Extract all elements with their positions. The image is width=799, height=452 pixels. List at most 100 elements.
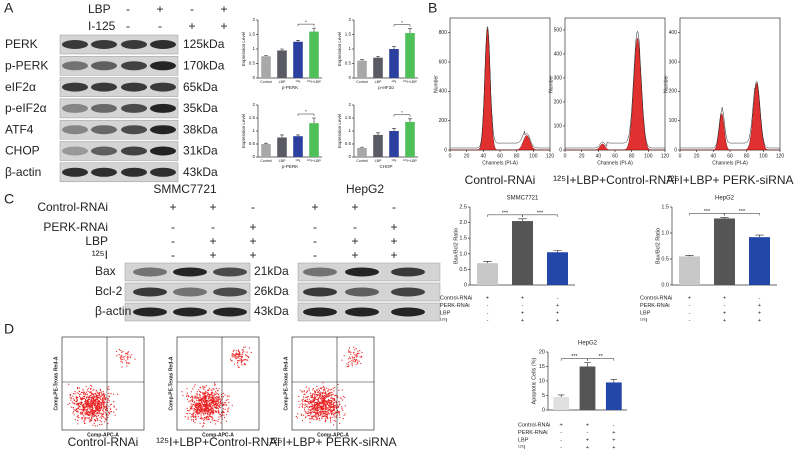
event-dot [209,415,211,417]
event-dot [319,392,321,394]
event-dot [213,420,215,422]
error-bar [296,40,300,42]
y-tick-label: 0 [348,75,351,80]
event-dot [82,390,84,392]
histogram-outline [680,80,780,149]
event-dot [82,405,84,407]
event-dot [186,398,188,400]
event-dot [186,407,188,409]
event-dot [240,361,242,363]
y-tick-label: 600 [439,59,448,65]
event-dot [80,413,82,415]
event-dot [188,410,190,412]
significance-label: * [305,109,307,114]
chart-title: HepG2 [715,196,735,202]
event-dot [311,401,313,403]
event-dot [207,410,209,412]
event-dot [304,400,306,402]
event-dot [323,398,325,400]
event-dot [243,359,245,361]
event-dot [193,405,195,407]
event-dot [315,418,317,420]
event-dot [95,414,97,416]
event-dot [238,352,240,354]
event-dot [211,400,213,402]
event-dot [306,391,308,393]
event-dot [83,393,85,395]
event-dot [319,397,321,399]
event-dot [197,397,199,400]
event-dot [187,395,190,397]
event-dot [98,407,100,409]
event-dot [324,404,326,406]
event-dot [240,356,243,358]
event-dot [341,399,344,401]
event-dot [213,404,215,406]
event-dot [203,416,206,419]
event-dot [327,418,329,420]
event-dot [84,412,86,414]
table-label: LBP [518,437,529,443]
event-dot [203,388,205,391]
event-dot [314,397,316,399]
event-dot [314,402,316,404]
event-dot [326,403,328,405]
event-dot [303,393,305,396]
event-dot [205,391,207,393]
event-dot [238,354,240,356]
event-dot [348,347,351,349]
event-dot [100,404,102,406]
event-dot [83,392,85,394]
treatment-sign: - [171,220,175,234]
event-dot [318,411,320,413]
event-dot [82,403,84,406]
event-dot [211,413,213,415]
event-dot [300,413,302,415]
event-dot [214,391,217,393]
event-dot [108,411,110,413]
table-sign: + [586,437,589,443]
error-bar [280,134,284,138]
event-dot [76,392,78,394]
blot-band [345,267,379,277]
event-dot [330,407,332,409]
event-dot [302,400,304,402]
event-dot [333,410,335,412]
error-bar [376,55,380,58]
event-dot [192,403,195,405]
event-dot [312,407,314,409]
y-tick-label: 300 [554,75,563,81]
event-dot [204,405,207,407]
bar [373,57,383,78]
event-dot [335,400,337,402]
event-dot [356,362,359,364]
event-dot [131,354,133,356]
event-dot [308,414,310,417]
x-tick-label: 120 [776,153,785,159]
event-dot [211,399,213,401]
bar [477,263,498,285]
histogram-fill [680,82,780,151]
event-dot [219,407,221,409]
blot-band [303,307,337,317]
y-tick-label: 200 [439,118,448,124]
event-dot [331,388,333,390]
event-dot [213,395,215,397]
y-tick-label: 0 [252,154,255,159]
event-dot [303,408,305,410]
event-dot [222,396,224,398]
event-dot [338,411,341,413]
event-dot [101,409,104,411]
y-tick-label: 800 [439,30,448,36]
event-dot [331,402,333,404]
event-dot [225,414,227,416]
event-dot [307,410,309,412]
event-dot [203,414,205,416]
y-tick-label: 1 [252,128,255,133]
event-dot [215,392,217,394]
event-dot [319,413,321,416]
significance-bracket [522,214,558,217]
event-dot [212,388,214,390]
event-dot [342,395,344,398]
